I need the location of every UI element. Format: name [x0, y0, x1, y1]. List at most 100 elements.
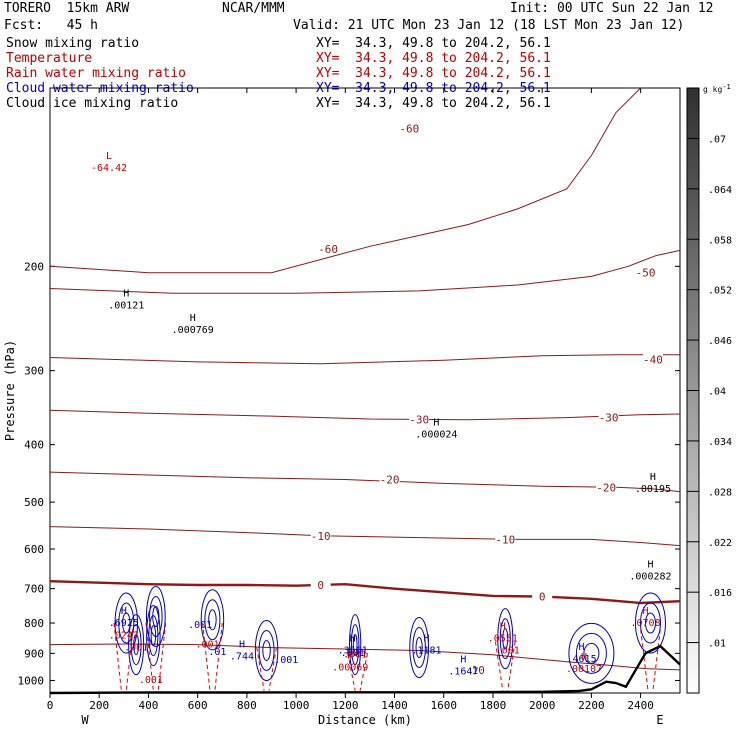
- colorbar-tick-label: .04: [708, 387, 726, 398]
- y-tick-label: 400: [24, 439, 44, 452]
- rain-water-contour: [347, 653, 368, 691]
- legend-field-xy: XY= 34.3, 49.8 to 204.2, 56.1: [316, 96, 551, 111]
- cloud-water-contour: [639, 602, 661, 644]
- contour-label-bg: [495, 533, 516, 545]
- extremum-value: .000024: [415, 429, 457, 440]
- extremum-marker: H: [643, 606, 649, 617]
- y-tick-label: 800: [24, 617, 44, 630]
- extremum-value: .00069: [332, 663, 368, 674]
- cloud-water-contour: [262, 639, 271, 661]
- temperature-contour-label: -10: [311, 530, 331, 543]
- legend-field-label: Temperature: [6, 51, 93, 66]
- extremum-marker: H: [350, 634, 356, 645]
- extremum-value: .00195: [635, 484, 671, 495]
- x-tick-label: 400: [139, 699, 159, 712]
- contour-value-label: .001: [139, 675, 163, 686]
- contour-label-bg: [532, 590, 553, 602]
- x-tick-label: 200: [89, 699, 109, 712]
- colorbar-tick-label: .028: [708, 487, 732, 498]
- extremum-value: .6925: [109, 618, 139, 629]
- contour-value-label: .001: [343, 650, 367, 661]
- legend-field-label: Snow mixing ratio: [6, 36, 140, 51]
- rain-water-contour: [640, 629, 661, 691]
- temperature-contour-label: -60: [399, 122, 419, 135]
- cloud-water-contour: [350, 624, 360, 666]
- extremum-value: .0551: [488, 634, 518, 645]
- contour-value-label: .001: [124, 642, 148, 653]
- colorbar-tick-label: .046: [708, 336, 732, 347]
- x-tick-label: 1600: [431, 699, 458, 712]
- valid-time: Valid: 21 UTC Mon 23 Jan 12 (18 LST Mon …: [293, 18, 685, 33]
- rain-water-contour: [145, 622, 167, 691]
- rain-water-contour: [113, 622, 135, 691]
- temperature-contour: [49, 409, 681, 421]
- contour-label-bg: [642, 353, 663, 365]
- extremum-value: .0708: [630, 618, 660, 629]
- contour-value-label: .001: [496, 645, 520, 656]
- x-tick-label: 800: [237, 699, 257, 712]
- colorbar-tick-label: .016: [708, 588, 732, 599]
- y-tick-label: 700: [24, 583, 44, 596]
- model-title: TORERO 15km ARW: [4, 1, 130, 16]
- contour-label-bg: [468, 663, 489, 675]
- cloud-water-contour: [412, 627, 426, 669]
- y-tick-label: 900: [24, 647, 44, 660]
- temperature-contour: [49, 471, 681, 493]
- x-axis-label: Distance (km): [318, 713, 412, 727]
- extremum-value: .4615: [567, 654, 597, 665]
- x-tick-label: 0: [47, 699, 54, 712]
- colorbar-unit-exponent: -1: [722, 83, 730, 91]
- extremum-value: .00121: [108, 300, 144, 311]
- colorbar-tick-label: .052: [708, 286, 732, 297]
- contour-label-bg: [318, 243, 339, 255]
- legend-field-xy: XY= 34.3, 49.8 to 204.2, 56.1: [316, 36, 551, 51]
- x-tick-label: 1200: [332, 699, 359, 712]
- extremum-value: .3561: [338, 646, 368, 657]
- extremum-value: .00107: [566, 664, 602, 675]
- temperature-contour-label: -20: [596, 481, 616, 494]
- x-tick-label: 2400: [627, 699, 654, 712]
- legend-field-label: Rain water mixing ratio: [6, 66, 187, 81]
- cloud-water-contour: [114, 592, 139, 654]
- cloud-water-contour: [575, 632, 607, 674]
- cloud-water-contour: [118, 602, 135, 644]
- cloud-water-contour: [208, 609, 217, 631]
- temperature-contour-label: -10: [495, 533, 515, 546]
- center-title: NCAR/MMM: [222, 1, 285, 16]
- colorbar-tick-label: .022: [708, 538, 732, 549]
- temperature-contour: [49, 580, 681, 605]
- cloud-water-contour: [254, 619, 279, 681]
- terrain-line: [49, 644, 681, 695]
- contour-label-bg: [409, 413, 430, 425]
- cloud-water-contour: [409, 617, 430, 679]
- cloud-water-contour: [258, 629, 275, 671]
- legend-field-label: Cloud ice mixing ratio: [6, 96, 179, 111]
- cloud-water-contour: [634, 592, 666, 654]
- cloud-water-contour: [146, 605, 161, 667]
- x-tick-label: 2200: [578, 699, 605, 712]
- colorbar-tick-label: .064: [708, 185, 732, 196]
- y-tick-label: 300: [24, 365, 44, 378]
- extremum-marker: H: [121, 606, 127, 617]
- y-tick-label: 500: [24, 496, 44, 509]
- rain-water-contour: [494, 641, 516, 691]
- cloud-water-contour: [352, 634, 358, 656]
- x-tick-label: 1000: [283, 699, 310, 712]
- x-tick-label: 600: [188, 699, 208, 712]
- x-end-label-west: W: [81, 713, 89, 727]
- temperature-contour-label: -50: [636, 267, 656, 280]
- forecast-hour: Fcst: 45 h: [4, 18, 98, 33]
- extremum-marker: L: [106, 151, 112, 162]
- cloud-water-contour: [204, 599, 221, 641]
- y-tick-label: 1000: [18, 674, 45, 687]
- cloud-water-contour: [145, 586, 166, 648]
- extremum-value: -64.42: [91, 163, 127, 174]
- extremum-marker: H: [581, 652, 587, 663]
- x-tick-label: 1800: [480, 699, 507, 712]
- cloud-water-contour: [502, 628, 509, 650]
- rain-water-contour: [256, 647, 277, 691]
- extremum-marker: H: [424, 634, 430, 645]
- extremum-marker: H: [123, 288, 129, 299]
- colorbar-tick-label: .07: [708, 134, 726, 145]
